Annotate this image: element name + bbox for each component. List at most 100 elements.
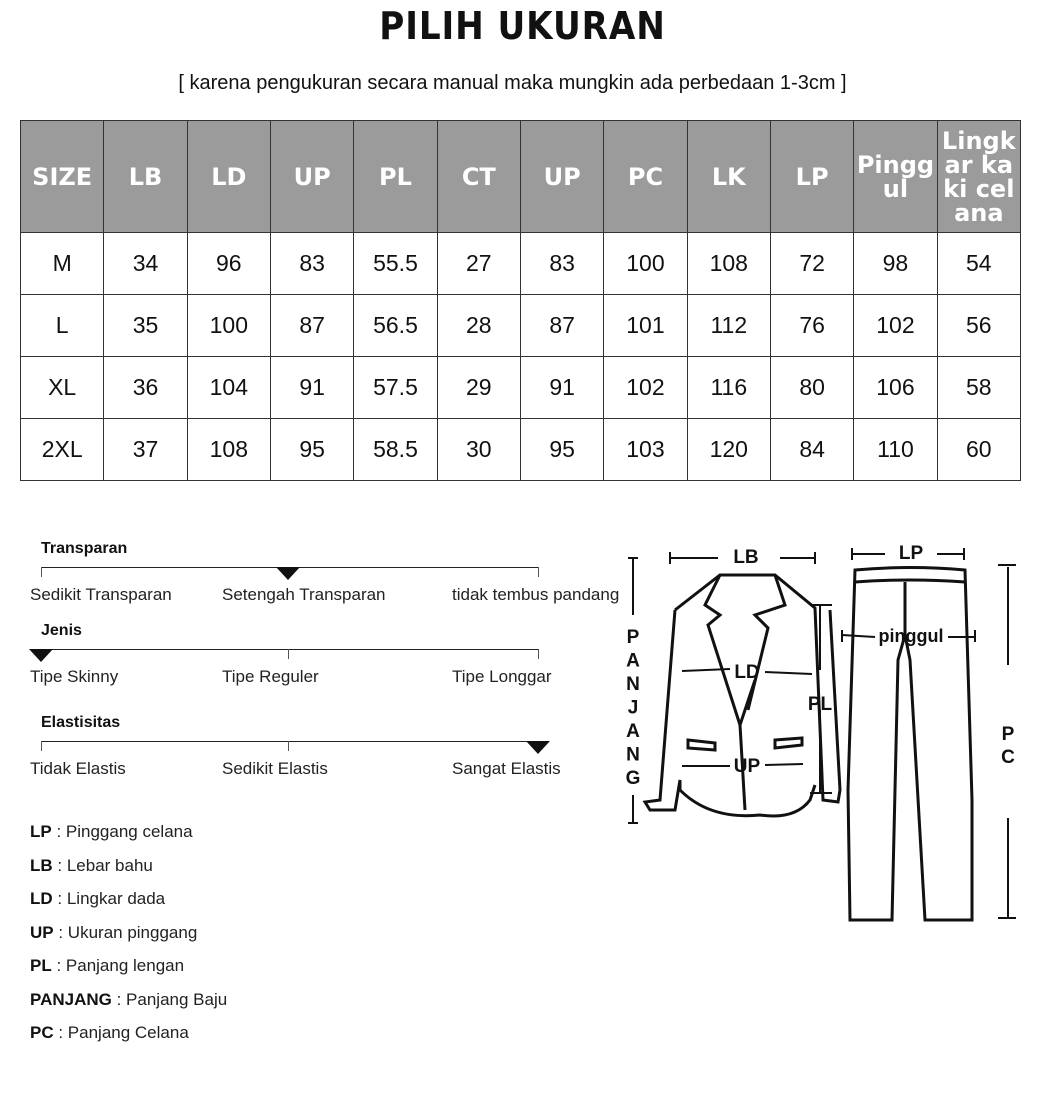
- legend-key: PC: [30, 1023, 54, 1042]
- scale-tick: [538, 567, 539, 577]
- column-header: CT: [436, 120, 521, 233]
- legend-desc: Panjang Baju: [126, 989, 228, 1009]
- measurement-note: [ karena pengukuran secara manual maka m…: [178, 72, 847, 94]
- legend-item: LP : Pinggang celana: [30, 822, 193, 841]
- scale-line: [41, 741, 538, 742]
- table-cell: 35: [103, 294, 188, 357]
- scale-tick: [538, 649, 539, 659]
- size-cell: L: [19, 294, 105, 357]
- column-header: PC: [603, 120, 688, 233]
- table-cell: 60: [936, 418, 1022, 481]
- legend-key: UP: [30, 922, 54, 942]
- table-cell: 100: [603, 232, 688, 295]
- label-pinggul: pinggul: [879, 626, 944, 646]
- table-cell: 120: [686, 418, 771, 481]
- column-header: LD: [186, 120, 271, 233]
- selected-marker-icon: [526, 741, 550, 754]
- scale-option: Tidak Elastis: [30, 759, 126, 778]
- vertical-letter: J: [628, 698, 639, 719]
- table-cell: 56: [936, 294, 1022, 357]
- table-cell: 54: [936, 232, 1022, 295]
- column-header: Lingkar kaki celana: [936, 120, 1022, 233]
- table-row: 2XL 37 108 95 58.5 30 95 103 120 84 110 60: [19, 418, 1022, 481]
- table-cell: 110: [853, 418, 938, 481]
- table-cell: 83: [269, 232, 355, 295]
- table-cell: 83: [519, 232, 605, 295]
- vertical-letter: A: [626, 721, 640, 742]
- scale-elastisitas: Elastisitas Tidak Elastis Sedikit Elastis S…: [30, 714, 630, 784]
- label-lb: LB: [733, 547, 758, 568]
- scale-tick: [288, 649, 289, 659]
- page-title: PILIH UKURAN: [379, 4, 666, 48]
- legend-desc: Pinggang celana: [65, 822, 193, 841]
- table-cell: 106: [853, 356, 938, 419]
- column-header: Pinggul: [853, 120, 938, 233]
- scale-tick: [41, 567, 42, 577]
- vertical-letter: C: [1001, 747, 1015, 768]
- legend-item: LD : Lingkar dada: [30, 889, 166, 908]
- table-cell: 102: [603, 356, 688, 419]
- table-cell: 95: [269, 418, 355, 481]
- legend-key: LD: [30, 889, 53, 908]
- column-header: UP: [269, 120, 355, 233]
- table-cell: 104: [186, 356, 271, 419]
- legend-item: PL : Panjang lengan: [30, 956, 185, 975]
- label-lp: LP: [899, 543, 924, 564]
- table-cell: 108: [186, 418, 271, 481]
- scale-tick: [41, 741, 42, 751]
- scale-option: tidak tembus pandang: [452, 585, 620, 604]
- table-cell: 36: [103, 356, 188, 419]
- legend-key: LP: [30, 822, 52, 841]
- table-cell: 57.5: [353, 356, 438, 419]
- suit-measurement-diagram: LB LP LD UP PL pinggul PANJANG PC: [626, 543, 1016, 922]
- table-row: XL 36 104 91 57.5 29 91 102 116 80 106 58: [19, 356, 1022, 419]
- column-header: PL: [353, 120, 438, 233]
- column-header: LB: [103, 120, 188, 233]
- table-cell: 29: [436, 356, 521, 419]
- size-cell: 2XL: [19, 418, 105, 481]
- scale-option: Tipe Skinny: [30, 667, 119, 686]
- table-cell: 37: [103, 418, 188, 481]
- vertical-letter: N: [626, 674, 640, 695]
- pants-outline: [846, 566, 974, 922]
- column-header: LK: [686, 120, 771, 233]
- legend-desc: Panjang lengan: [65, 956, 185, 975]
- legend-key: PL: [30, 956, 52, 975]
- scale-label: Elastisitas: [41, 714, 121, 731]
- column-header: UP: [519, 120, 605, 233]
- size-cell: M: [19, 232, 105, 295]
- table-cell: 112: [686, 294, 771, 357]
- table-cell: 56.5: [353, 294, 438, 357]
- table-header-row: SIZE LB LD UP PL CT UP PC LK LP Pinggul Lingkar kak…: [19, 120, 1022, 233]
- scale-line: [41, 649, 538, 650]
- table-cell: 103: [603, 418, 688, 481]
- table-cell: 27: [436, 232, 521, 295]
- scale-jenis: Jenis Tipe Skinny Tipe Reguler Tipe Longgar: [29, 622, 630, 692]
- table-cell: 58: [936, 356, 1022, 419]
- vertical-letter: G: [626, 768, 641, 789]
- scale-option: Tipe Reguler: [222, 667, 319, 686]
- table-cell: 76: [769, 294, 855, 357]
- table-cell: 87: [269, 294, 355, 357]
- table-cell: 95: [519, 418, 605, 481]
- table-cell: 100: [186, 294, 271, 357]
- table-row: M 34 96 83 55.5 27 83 100 108 72 98 54: [19, 232, 1022, 295]
- column-header: LP: [769, 120, 855, 233]
- table-cell: 108: [686, 232, 771, 295]
- column-header: SIZE: [19, 120, 105, 233]
- selected-marker-icon: [276, 567, 300, 580]
- legend-key: PANJANG: [30, 989, 112, 1009]
- legend-desc: Panjang Celana: [67, 1023, 189, 1042]
- table-cell: 84: [769, 418, 855, 481]
- legend-item: PANJANG : Panjang Baju: [30, 989, 228, 1009]
- size-table: SIZE LB LD UP PL CT UP PC LK LP Pinggul Lingkar kak…: [19, 120, 1022, 481]
- label-pl: PL: [808, 694, 833, 715]
- size-cell: XL: [19, 356, 105, 419]
- scale-transparan: Transparan Sedikit Transparan Setengah Tra…: [30, 540, 630, 610]
- table-cell: 87: [519, 294, 605, 357]
- scale-option: Sangat Elastis: [452, 759, 561, 778]
- table-cell: 34: [103, 232, 188, 295]
- table-cell: 101: [603, 294, 688, 357]
- table-cell: 91: [269, 356, 355, 419]
- legend-desc: Ukuran pinggang: [67, 922, 198, 942]
